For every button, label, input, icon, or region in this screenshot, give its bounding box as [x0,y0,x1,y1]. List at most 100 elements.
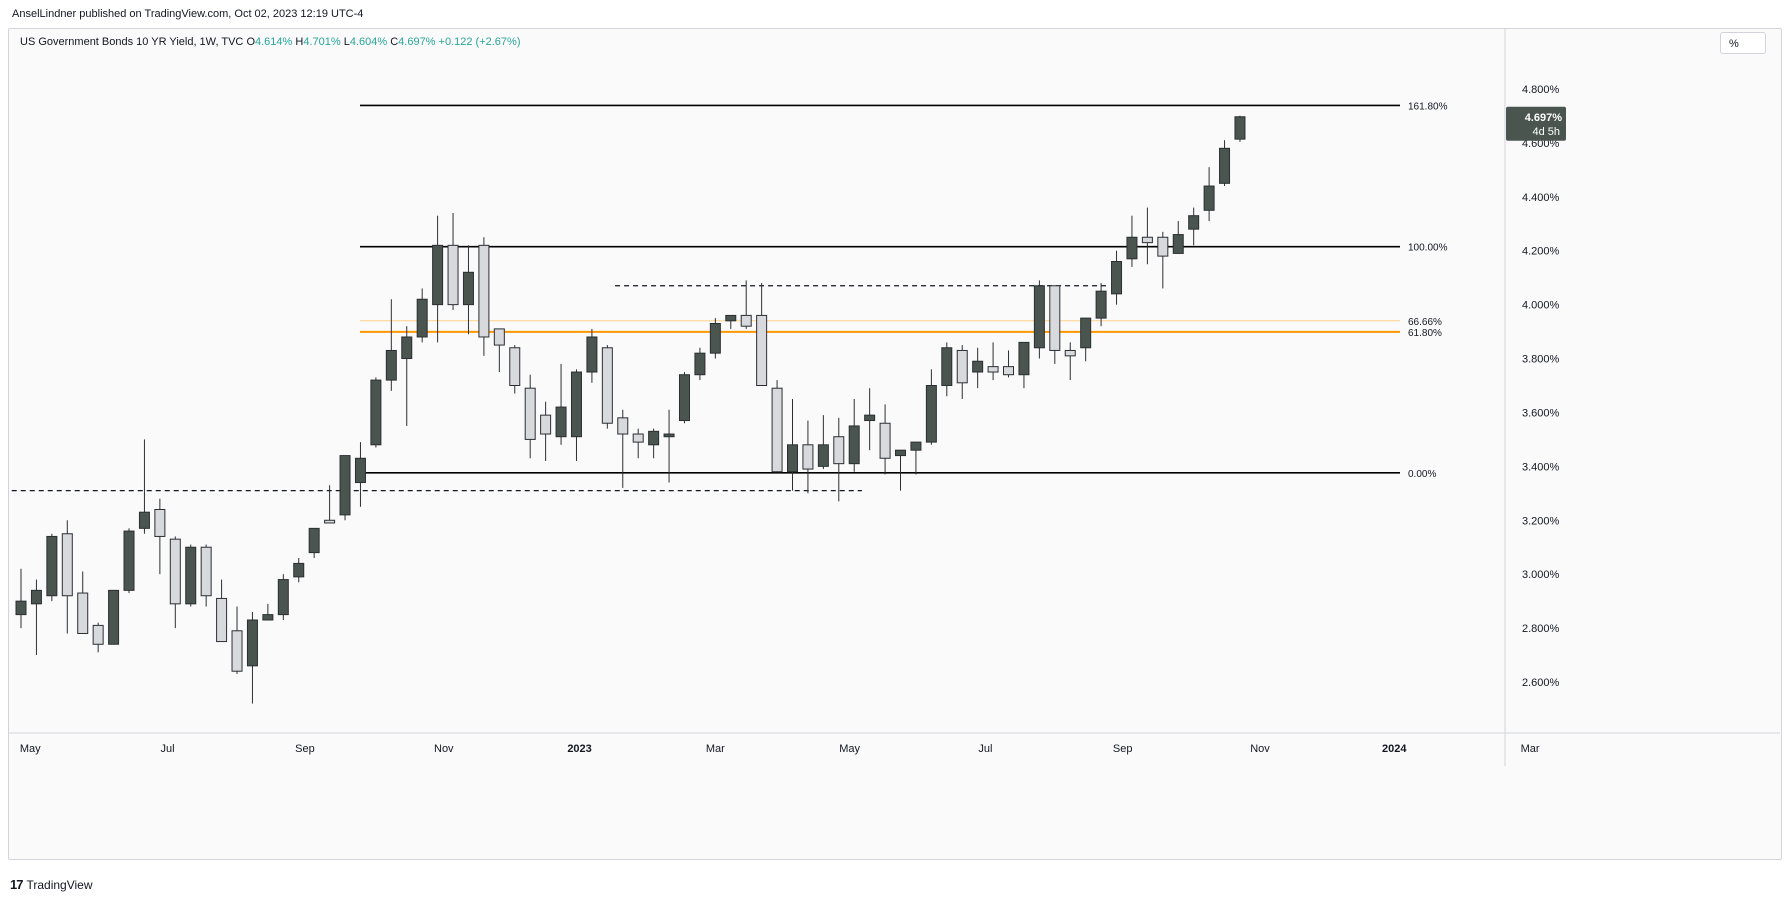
x-tick-label: Mar [1521,743,1540,755]
candle-body [339,455,351,516]
low-label: L [343,36,350,48]
candle-body [138,511,150,529]
chart-frame [8,28,1782,860]
candle-body [1157,236,1169,257]
candle-body [401,336,413,360]
y-tick-label: 2.800% [1522,623,1560,635]
x-tick-label: May [20,743,41,755]
candle-body [447,244,459,306]
last-price-label: 4.697% [1525,112,1563,124]
candle-body [1188,215,1200,230]
candle-body [632,433,644,443]
candle-body [848,425,860,465]
candle-body [1033,285,1045,349]
close-label: C [390,36,399,48]
candle-body [787,444,798,473]
open-value: 4.614% [255,36,293,48]
change-value: +0.122 (+2.67%) [438,36,521,48]
x-tick-label: Sep [1113,743,1133,755]
tradingview-logo-icon: 17 [10,877,24,892]
candle-body [648,430,660,446]
candle-body [462,271,474,306]
candle-body [200,546,212,597]
fib-level-label: 100.00% [1408,243,1448,254]
high-value: 4.701% [303,36,341,48]
y-tick-label: 4.600% [1522,138,1560,150]
candle-body [1234,116,1246,140]
x-tick-label: Sep [295,743,315,755]
candle-body [509,347,521,387]
candle-body [185,546,197,605]
x-tick-label: Jul [978,743,992,755]
symbol-name[interactable]: US Government Bonds 10 YR Yield, 1W, TVC [20,36,244,48]
candle-body [354,457,366,484]
x-tick-label: Mar [706,743,725,755]
y-tick-label: 3.200% [1522,515,1560,527]
x-tick-label: Nov [1250,743,1270,755]
candle-body [802,444,814,470]
brand-name: TradingView [26,877,93,892]
candle-body [895,449,907,457]
candle-body [1172,234,1184,254]
fib-level-label: 66.66% [1408,317,1442,328]
candle-body [586,336,598,373]
y-tick-label: 4.200% [1522,246,1560,258]
candle-body [385,349,397,381]
candle-body [1095,290,1107,319]
y-tick-label: 2.600% [1522,677,1560,689]
candle-body [956,349,968,384]
low-value: 4.604% [349,36,388,48]
candle-body [77,592,89,634]
candle-body [432,244,444,306]
candle-body [493,328,505,346]
candle-body [293,562,305,578]
candle-body [1064,349,1076,357]
y-tick-label: 3.000% [1522,569,1560,581]
candle-body [123,530,135,591]
high-label: H [295,36,304,48]
candle-body [1003,366,1015,376]
candle-body [1219,147,1231,184]
x-tick-label: Jul [161,743,175,755]
candle-body [46,535,58,597]
candle-body [30,589,42,605]
y-tick-label: 3.400% [1522,461,1560,473]
candle-body [709,323,721,354]
x-tick-label: 2024 [1382,743,1407,755]
candle-body [663,433,675,438]
bar-countdown-label: 4d 5h [1532,126,1560,138]
candle-body [92,624,104,645]
close-value: 4.697% [398,36,436,48]
symbol-legend: US Government Bonds 10 YR Yield, 1W, TVC… [20,36,520,48]
x-tick-label: 2023 [567,743,591,755]
candle-body [478,244,490,338]
candle-body [972,360,984,373]
candle-body [925,385,937,443]
candle-body [941,347,953,387]
candle-body [277,579,289,616]
y-tick-label: 4.000% [1522,300,1560,312]
y-tick-label: 3.800% [1522,354,1560,366]
candle-body [169,538,181,605]
candle-body [524,387,536,440]
candle-body [1203,185,1215,211]
fib-level-label: 61.80% [1408,328,1442,339]
candle-body [1111,261,1123,295]
candle-body [370,379,382,446]
percent-scale-button[interactable]: % [1720,32,1766,54]
candle-body [308,527,320,554]
candle-body [817,444,829,467]
y-tick-label: 4.800% [1522,84,1560,96]
candle-body [678,374,690,422]
candle-body [1049,285,1061,351]
candle-body [756,314,768,386]
candle-body [262,614,274,621]
candle-body [324,519,336,524]
candle-body [231,630,243,672]
y-tick-label: 3.600% [1522,407,1560,419]
candle-body [1126,236,1138,260]
candle-body [910,441,922,451]
candle-body [61,533,73,597]
x-tick-label: Nov [434,743,454,755]
